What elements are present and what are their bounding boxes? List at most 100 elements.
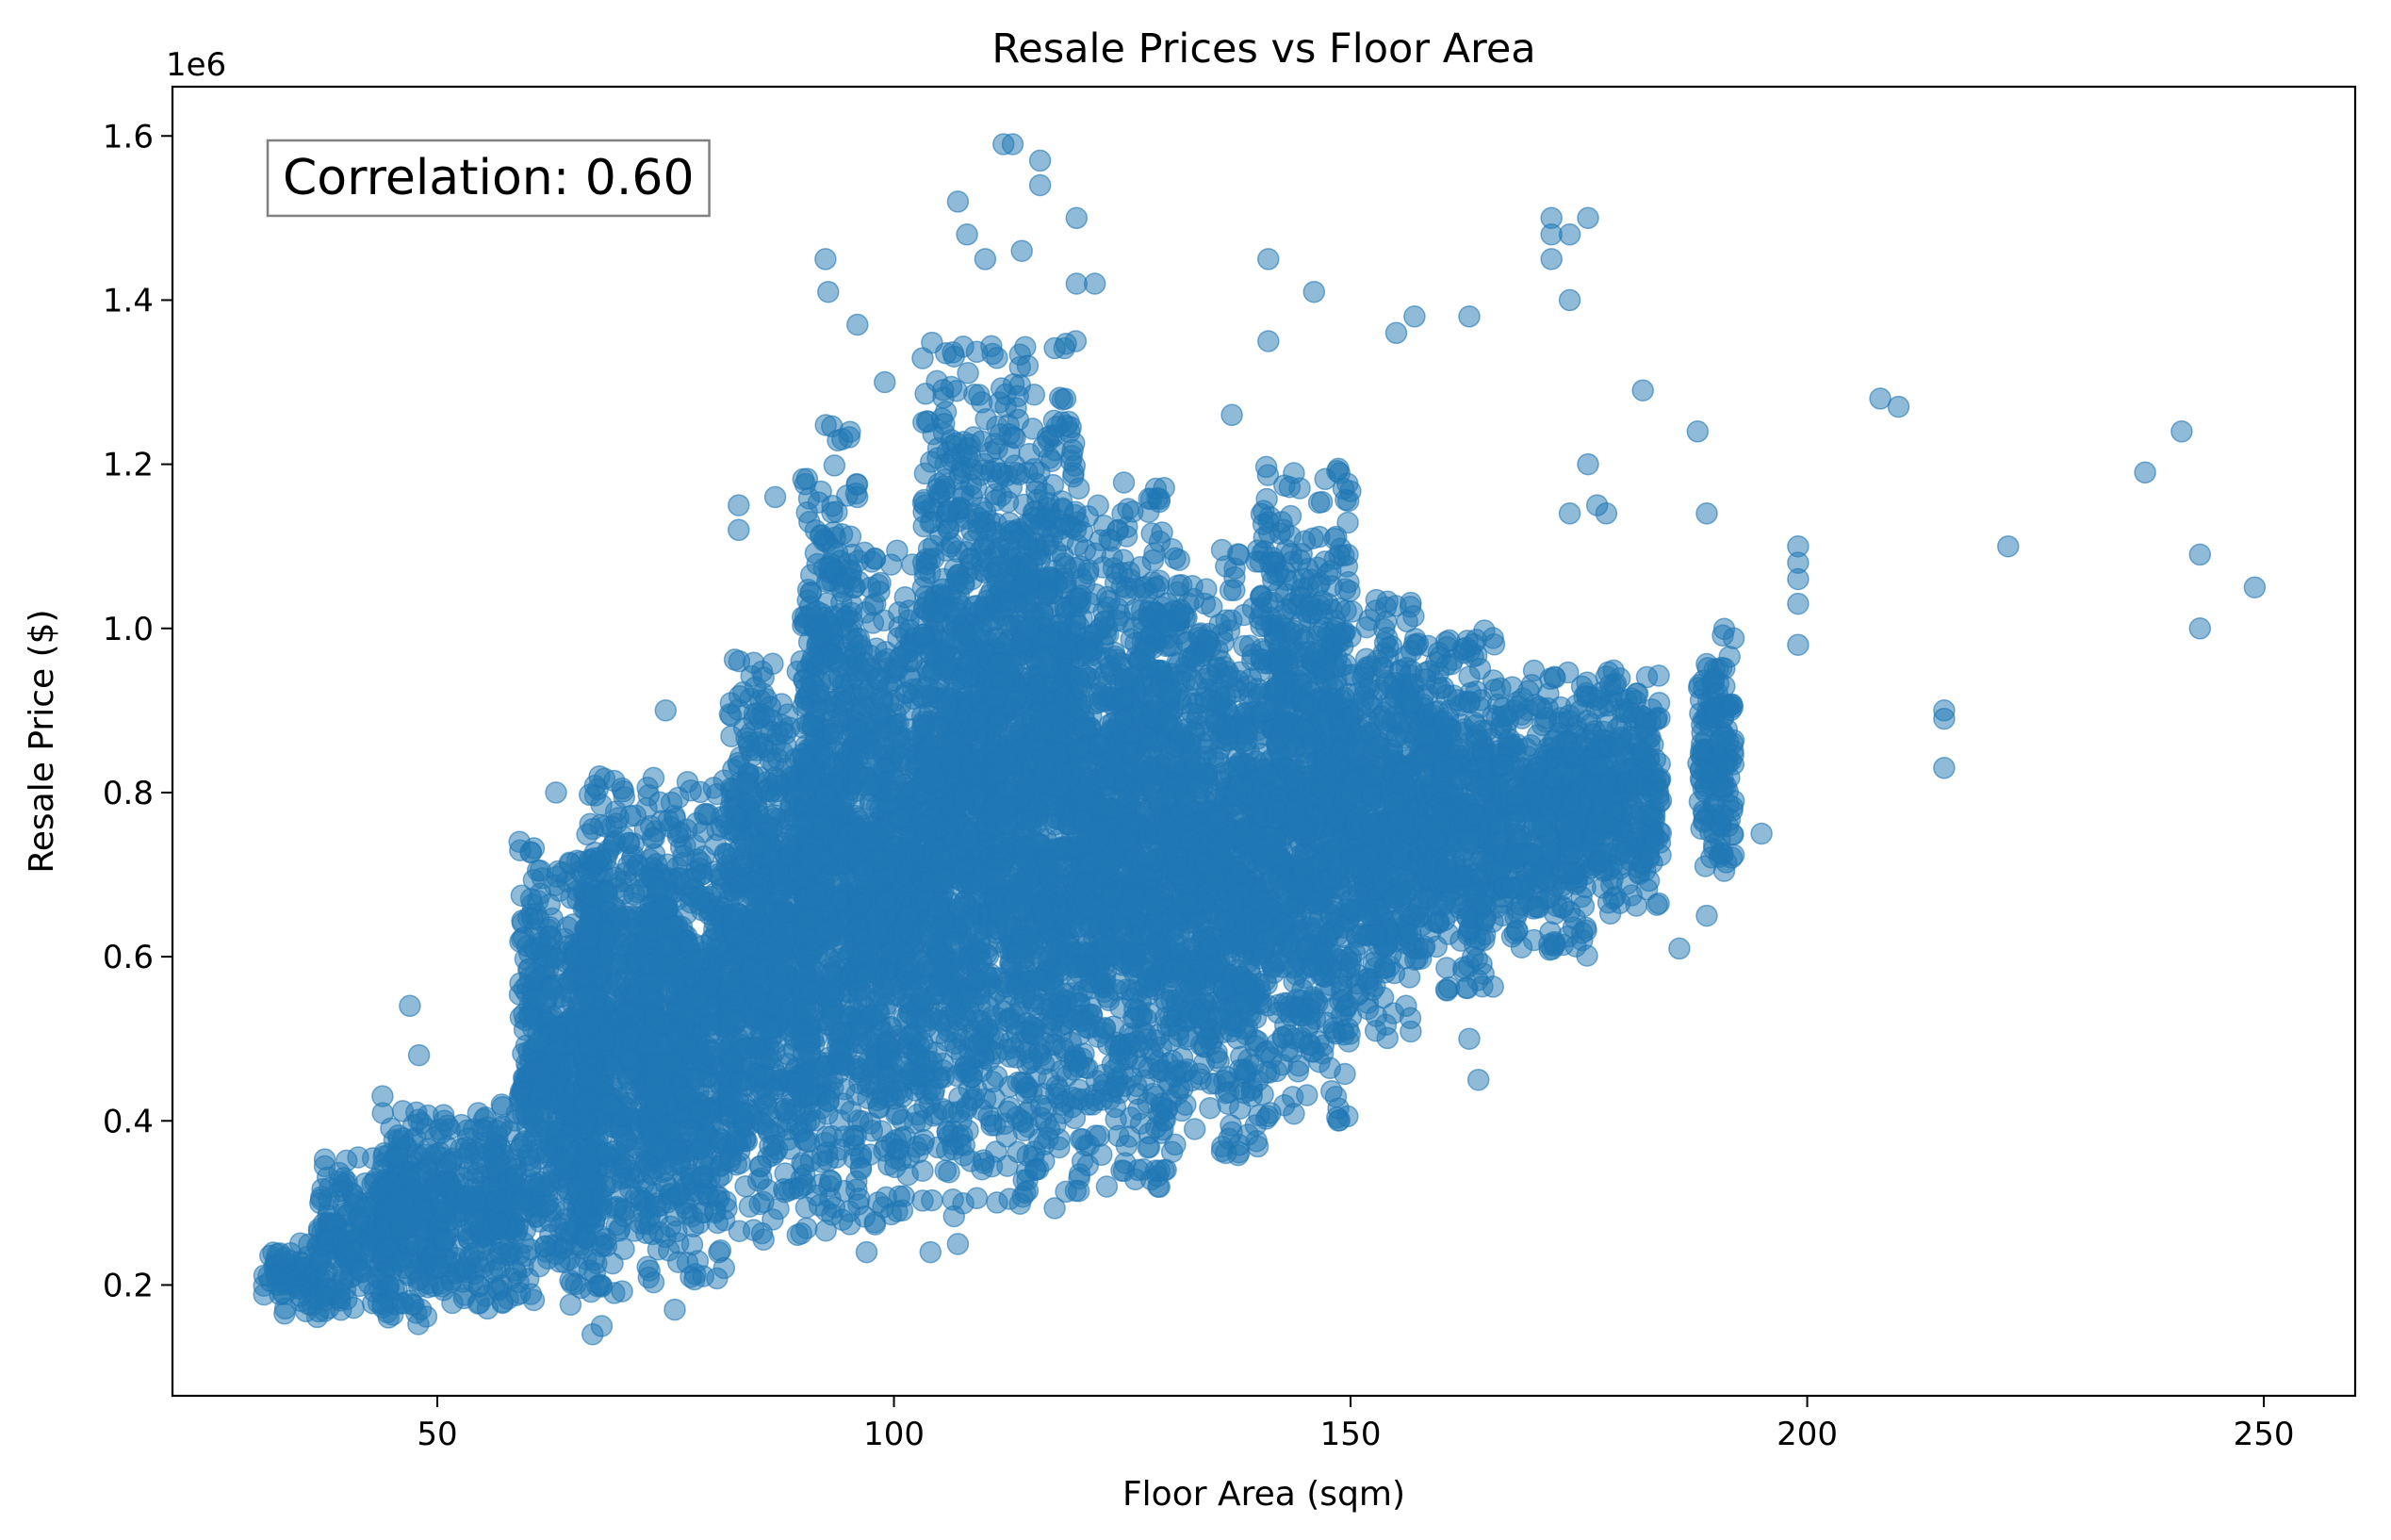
scatter-point bbox=[432, 1104, 455, 1126]
scatter-point bbox=[765, 783, 789, 807]
scatter-point bbox=[863, 1211, 886, 1234]
scatter-point bbox=[391, 1127, 415, 1150]
scatter-point bbox=[648, 877, 671, 900]
scatter-point bbox=[439, 1152, 462, 1175]
scatter-point bbox=[673, 1171, 696, 1194]
scatter-point bbox=[637, 784, 661, 807]
scatter-point bbox=[817, 980, 841, 1004]
scatter-point bbox=[839, 525, 862, 548]
scatter-point bbox=[860, 774, 883, 797]
scatter-point bbox=[328, 1161, 351, 1185]
scatter-point bbox=[530, 1077, 552, 1101]
scatter-point bbox=[688, 888, 712, 910]
scatter-point bbox=[521, 1105, 545, 1128]
scatter-point bbox=[676, 1251, 699, 1274]
scatter-point bbox=[309, 1191, 332, 1215]
scatter-point bbox=[463, 1242, 485, 1265]
scatter-point bbox=[618, 1049, 642, 1072]
scatter-point bbox=[745, 986, 768, 1008]
scatter-point bbox=[608, 933, 631, 956]
scatter-point bbox=[847, 1193, 870, 1216]
scatter-point bbox=[849, 1157, 873, 1181]
scatter-point bbox=[811, 1144, 834, 1167]
scatter-point bbox=[728, 1220, 751, 1242]
scatter-point bbox=[886, 539, 909, 562]
scatter-point bbox=[608, 1220, 631, 1242]
scatter-point bbox=[637, 1266, 661, 1289]
scatter-point bbox=[816, 945, 839, 968]
scatter-point bbox=[719, 818, 743, 842]
scatter-point bbox=[727, 751, 750, 775]
scatter-point bbox=[371, 1296, 394, 1319]
scatter-point bbox=[848, 819, 871, 842]
scatter-point bbox=[594, 1029, 616, 1053]
scatter-point bbox=[527, 1031, 550, 1054]
scatter-point bbox=[682, 1068, 706, 1091]
scatter-point bbox=[867, 573, 890, 597]
scatter-point bbox=[798, 595, 822, 618]
scatter-point bbox=[688, 1138, 712, 1160]
scatter-point bbox=[847, 549, 870, 572]
scatter-point bbox=[718, 1007, 742, 1030]
scatter-point bbox=[604, 866, 627, 889]
scatter-point bbox=[869, 984, 892, 1008]
scatter-point bbox=[586, 966, 610, 990]
scatter-point bbox=[746, 1169, 770, 1192]
scatter-point bbox=[795, 467, 819, 490]
scatter-point bbox=[798, 1083, 822, 1106]
scatter-point bbox=[583, 1262, 607, 1285]
scatter-point bbox=[664, 1204, 687, 1227]
scatter-point bbox=[393, 1187, 417, 1210]
scatter-point bbox=[773, 901, 796, 924]
scatter-point bbox=[514, 1219, 537, 1241]
scatter-point bbox=[750, 660, 774, 683]
scatter-point bbox=[490, 1274, 514, 1297]
scatter-point bbox=[878, 779, 902, 803]
scatter-point bbox=[805, 880, 828, 903]
scatter-point bbox=[744, 899, 767, 923]
scatter-point bbox=[433, 1228, 456, 1252]
scatter-point bbox=[886, 1200, 909, 1222]
scatter-point bbox=[769, 975, 793, 998]
scatter-point bbox=[821, 723, 844, 745]
scatter-point bbox=[577, 928, 599, 951]
scatter-point bbox=[743, 1006, 765, 1029]
scatter-point bbox=[867, 921, 890, 943]
scatter-point bbox=[728, 649, 751, 673]
scatter-point bbox=[746, 962, 770, 986]
scatter-point bbox=[432, 1278, 455, 1302]
scatter-point bbox=[750, 1221, 774, 1245]
scatter-point bbox=[831, 428, 854, 451]
scatter-point bbox=[812, 700, 835, 723]
scatter-point bbox=[572, 985, 596, 1008]
scatter-point bbox=[771, 720, 794, 744]
scatter-point bbox=[677, 1035, 699, 1057]
scatter-point bbox=[482, 1139, 504, 1161]
scatter-point bbox=[407, 1108, 430, 1132]
scatter-point bbox=[427, 1257, 450, 1280]
scatter-point bbox=[758, 1105, 781, 1128]
scatter-point bbox=[770, 869, 793, 892]
points-layer bbox=[253, 133, 2267, 1346]
scatter-point bbox=[792, 747, 815, 770]
scatter-point bbox=[868, 848, 891, 872]
scatter-point bbox=[527, 1058, 549, 1082]
scatter-point bbox=[663, 804, 686, 827]
scatter-point bbox=[594, 1141, 617, 1165]
scatter-point bbox=[603, 769, 626, 793]
scatter-point bbox=[636, 1034, 659, 1057]
scatter-point bbox=[861, 612, 885, 634]
scatter-point bbox=[811, 815, 835, 839]
scatter-point bbox=[889, 807, 911, 829]
scatter-point bbox=[875, 641, 897, 664]
scatter-point bbox=[590, 1235, 613, 1258]
scatter-point bbox=[737, 934, 761, 958]
scatter-point bbox=[794, 676, 818, 698]
scatter-point bbox=[760, 1047, 782, 1071]
scatter-point bbox=[698, 1014, 722, 1037]
scatter-point bbox=[599, 1094, 622, 1118]
scatter-point bbox=[719, 1150, 742, 1172]
scatter-point bbox=[799, 855, 822, 877]
scatter-point bbox=[357, 1271, 381, 1295]
scatter-point bbox=[583, 774, 607, 797]
